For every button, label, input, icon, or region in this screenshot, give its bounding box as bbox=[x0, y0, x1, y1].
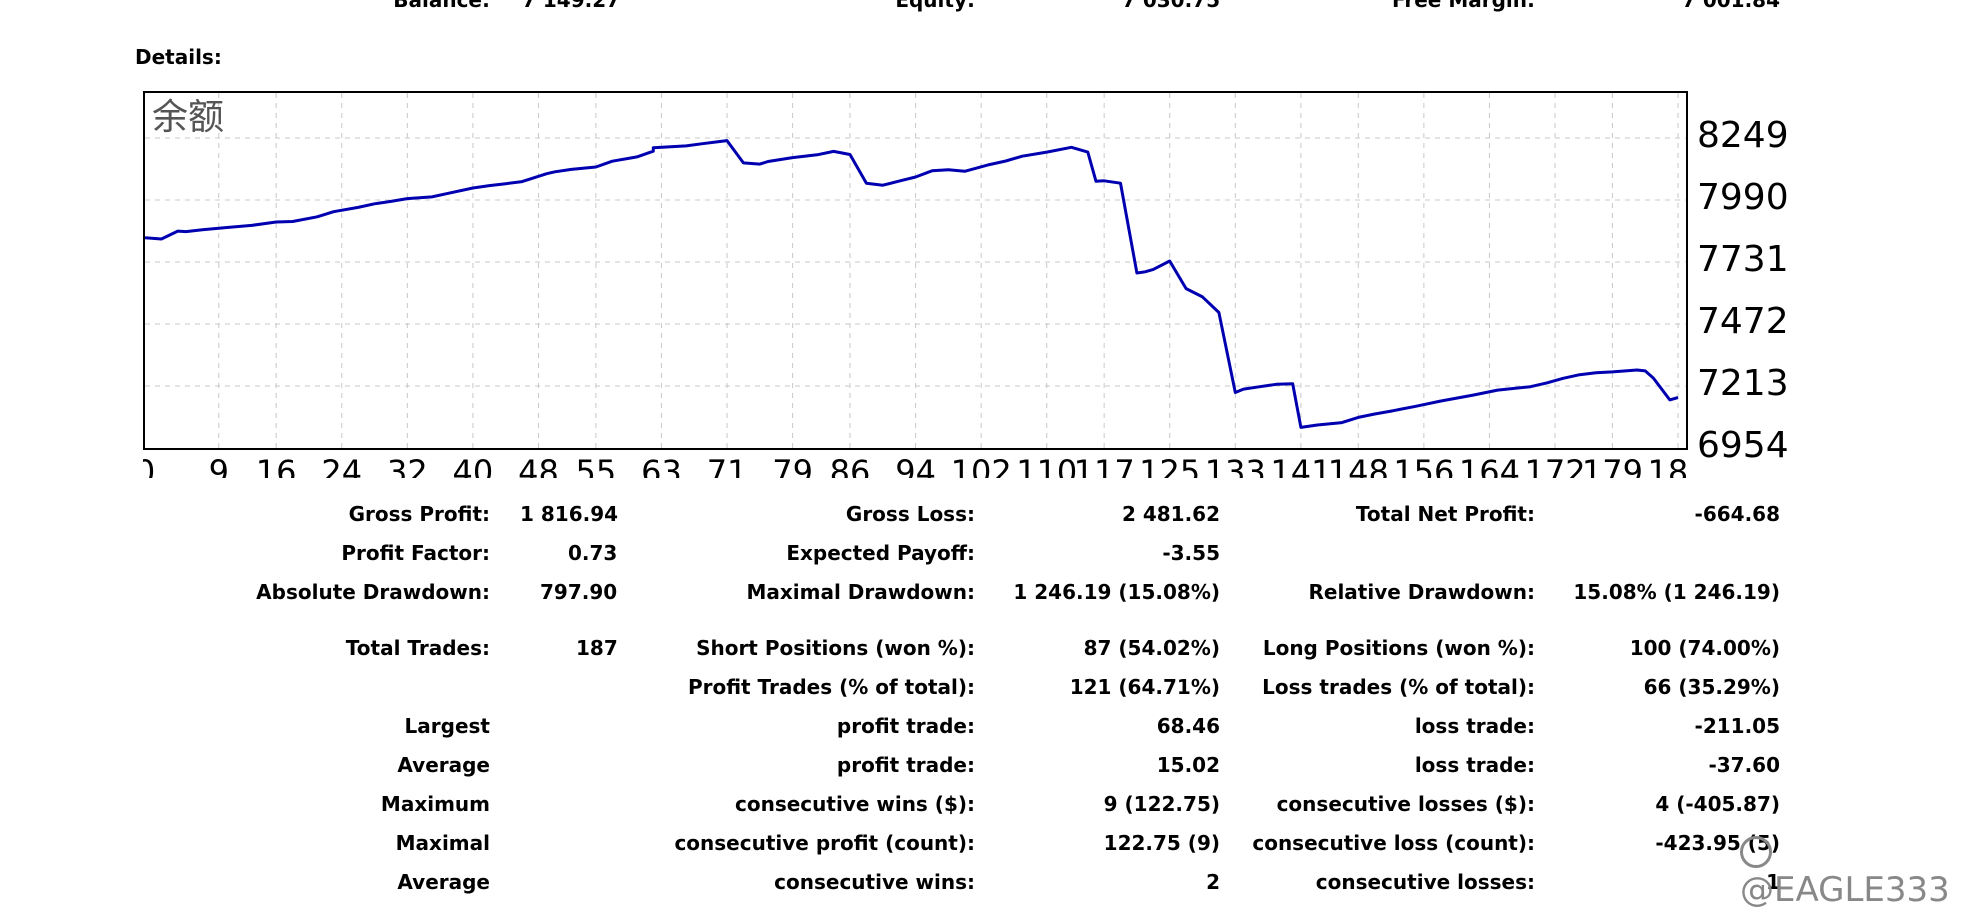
maximal-drawdown-value: 1 246.19 (15.08%) bbox=[1013, 580, 1220, 604]
gross-profit-label: Gross Profit: bbox=[348, 502, 490, 526]
x-tick-label: 94 bbox=[895, 453, 936, 478]
max-cons-wins-value: 9 (122.75) bbox=[1103, 792, 1220, 816]
absolute-drawdown-value: 797.90 bbox=[540, 580, 618, 604]
avg-cons-wins-label: consecutive wins: bbox=[774, 870, 975, 894]
x-tick-label: 16 bbox=[255, 453, 297, 478]
chart-title: 余额 bbox=[152, 97, 225, 138]
expected-payoff-label: Expected Payoff: bbox=[786, 541, 975, 565]
maximal-label: Maximal bbox=[395, 831, 490, 855]
x-tick-label: 40 bbox=[452, 453, 494, 478]
y-tick-label: 8249 bbox=[1697, 115, 1789, 156]
avg-cons-losses-value: 1 bbox=[1766, 870, 1780, 894]
x-tick-label: 125 bbox=[1139, 453, 1201, 478]
x-tick-label: 102 bbox=[950, 453, 1012, 478]
equity-label: Equity: bbox=[895, 0, 975, 12]
x-tick-label: 187 bbox=[1647, 453, 1688, 478]
watermark: @EAGLE333 bbox=[1740, 830, 1984, 910]
summary-row: Balance: 7 149.27 Equity: 7 030.75 Free … bbox=[0, 0, 1984, 14]
long-positions-value: 100 (74.00%) bbox=[1629, 636, 1780, 660]
x-tick-label: 24 bbox=[321, 453, 363, 478]
y-tick-label: 7990 bbox=[1697, 177, 1789, 218]
x-tick-label: 148 bbox=[1327, 453, 1389, 478]
largest-profit-label: profit trade: bbox=[836, 714, 975, 738]
maximal-cons-loss-label: consecutive loss (count): bbox=[1252, 831, 1535, 855]
maximum-label: Maximum bbox=[380, 792, 490, 816]
x-tick-label: 48 bbox=[518, 453, 559, 478]
balance-value: 7 149.27 bbox=[522, 0, 621, 12]
total-net-profit-label: Total Net Profit: bbox=[1355, 502, 1535, 526]
balance-label: Balance: bbox=[393, 0, 490, 12]
watermark-text: @EAGLE333 bbox=[1740, 870, 1950, 910]
largest-loss-label: loss trade: bbox=[1414, 714, 1535, 738]
balance-chart bbox=[143, 91, 1688, 450]
x-tick-label: 63 bbox=[641, 453, 682, 478]
largest-label: Largest bbox=[404, 714, 490, 738]
short-positions-value: 87 (54.02%) bbox=[1083, 636, 1220, 660]
x-tick-label: 133 bbox=[1204, 453, 1266, 478]
details-label: Details: bbox=[135, 45, 222, 69]
free-margin-label: Free Margin: bbox=[1391, 0, 1535, 12]
max-cons-wins-label: consecutive wins ($): bbox=[734, 792, 975, 816]
profit-trades-value: 121 (64.71%) bbox=[1069, 675, 1220, 699]
free-margin-value: 7 001.84 bbox=[1681, 0, 1780, 12]
y-tick-label: 6954 bbox=[1697, 425, 1789, 466]
total-trades-label: Total Trades: bbox=[345, 636, 490, 660]
y-tick-label: 7213 bbox=[1697, 363, 1789, 404]
x-tick-label: 141 bbox=[1270, 453, 1332, 478]
maximal-cons-profit-label: consecutive profit (count): bbox=[674, 831, 975, 855]
total-trades-value: 187 bbox=[576, 636, 618, 660]
loss-trades-value: 66 (35.29%) bbox=[1643, 675, 1780, 699]
x-tick-label: 55 bbox=[575, 453, 617, 478]
chart-grid bbox=[145, 93, 1686, 448]
profit-factor-value: 0.73 bbox=[568, 541, 618, 565]
x-axis: 0 9 16 24 32 40 48 55 63 71 79 86 94 102 110 117 125 133 1… bbox=[143, 452, 1688, 478]
short-positions-label: Short Positions (won %): bbox=[696, 636, 975, 660]
y-tick-label: 7472 bbox=[1697, 301, 1789, 342]
maximal-cons-profit-value: 122.75 (9) bbox=[1103, 831, 1220, 855]
balance-series-line bbox=[145, 139, 1679, 429]
gross-profit-value: 1 816.94 bbox=[520, 502, 619, 526]
max-cons-losses-label: consecutive losses ($): bbox=[1276, 792, 1535, 816]
x-tick-label: 71 bbox=[706, 453, 748, 478]
average-profit-value: 15.02 bbox=[1156, 753, 1220, 777]
profit-trades-label: Profit Trades (% of total): bbox=[687, 675, 975, 699]
x-tick-label: 164 bbox=[1458, 453, 1520, 478]
average-loss-value: -37.60 bbox=[1708, 753, 1780, 777]
average-loss-label: loss trade: bbox=[1414, 753, 1535, 777]
max-cons-losses-value: 4 (-405.87) bbox=[1655, 792, 1780, 816]
profit-factor-label: Profit Factor: bbox=[341, 541, 490, 565]
average2-label: Average bbox=[397, 870, 490, 894]
x-tick-label: 117 bbox=[1073, 453, 1135, 478]
x-tick-label: 172 bbox=[1524, 453, 1586, 478]
x-tick-label: 156 bbox=[1393, 453, 1455, 478]
equity-value: 7 030.75 bbox=[1121, 0, 1220, 12]
y-tick-label: 7731 bbox=[1697, 239, 1789, 280]
relative-drawdown-value: 15.08% (1 246.19) bbox=[1573, 580, 1780, 604]
loss-trades-label: Loss trades (% of total): bbox=[1262, 675, 1535, 699]
largest-loss-value: -211.05 bbox=[1694, 714, 1780, 738]
x-tick-label: 86 bbox=[829, 453, 871, 478]
gross-loss-value: 2 481.62 bbox=[1121, 502, 1220, 526]
largest-profit-value: 68.46 bbox=[1156, 714, 1220, 738]
x-tick-label: 179 bbox=[1581, 453, 1643, 478]
average-profit-label: profit trade: bbox=[836, 753, 975, 777]
avg-cons-losses-label: consecutive losses: bbox=[1315, 870, 1535, 894]
relative-drawdown-label: Relative Drawdown: bbox=[1308, 580, 1535, 604]
x-tick-label: 9 bbox=[208, 453, 229, 478]
x-tick-label: 32 bbox=[386, 453, 428, 478]
avg-cons-wins-value: 2 bbox=[1206, 870, 1220, 894]
x-tick-label: 0 bbox=[143, 453, 156, 478]
gross-loss-label: Gross Loss: bbox=[845, 502, 975, 526]
maximal-drawdown-label: Maximal Drawdown: bbox=[746, 580, 975, 604]
watermark-icon bbox=[1740, 835, 1772, 868]
average-label: Average bbox=[397, 753, 490, 777]
expected-payoff-value: -3.55 bbox=[1162, 541, 1220, 565]
total-net-profit-value: -664.68 bbox=[1694, 502, 1780, 526]
absolute-drawdown-label: Absolute Drawdown: bbox=[256, 580, 490, 604]
x-tick-label: 79 bbox=[772, 453, 813, 478]
chart-plot bbox=[145, 93, 1686, 448]
x-tick-label: 110 bbox=[1016, 453, 1078, 478]
long-positions-label: Long Positions (won %): bbox=[1262, 636, 1535, 660]
